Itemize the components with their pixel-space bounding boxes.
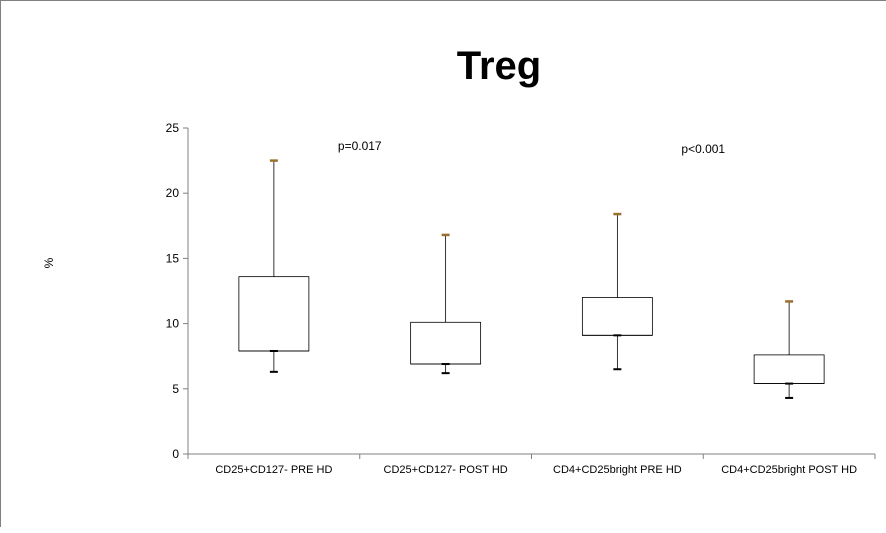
box-2 (410, 233, 482, 375)
box-1 (238, 159, 310, 373)
x-tick-label: CD4+CD25bright POST HD (721, 464, 857, 476)
box-body (581, 297, 653, 336)
x-tick-label: CD25+CD127- POST HD (384, 464, 508, 476)
y-tick-label: 10 (166, 317, 180, 331)
box-4 (753, 300, 825, 399)
boxes (238, 159, 825, 399)
x-tick-label: CD25+CD127- PRE HD (215, 464, 332, 476)
annotations: p=0.017 p<0.001 (338, 139, 726, 156)
p-value-label: p<0.001 (681, 142, 725, 156)
y-tick-label: 0 (172, 447, 179, 461)
box-body (753, 354, 825, 384)
p-value-label: p=0.017 (338, 139, 382, 153)
y-axis-label: % (42, 257, 56, 268)
x-tick-label: CD4+CD25bright PRE HD (553, 464, 682, 476)
y-tick-label: 5 (172, 382, 179, 396)
box-body (410, 321, 482, 365)
y-tick-label: 20 (166, 186, 180, 200)
axes: 0 5 10 15 20 25 CD25+CD127- PRE HD CD25+CD127- … (166, 121, 876, 476)
y-tick-label: 25 (166, 121, 180, 135)
y-tick-label: 15 (166, 251, 180, 265)
box-3 (581, 212, 653, 371)
chart-title: Treg (457, 44, 541, 88)
box-body (238, 276, 310, 352)
